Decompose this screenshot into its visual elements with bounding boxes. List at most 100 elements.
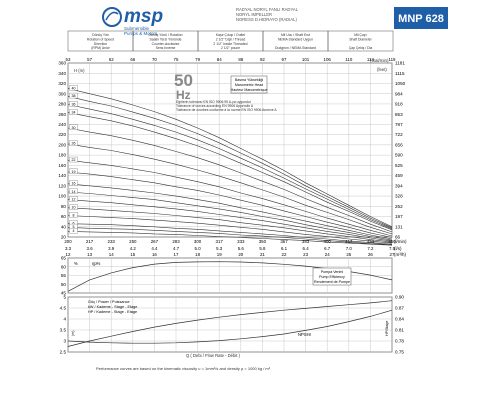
- head-ft-tick-label: 459: [395, 173, 403, 178]
- power-npsh-chart: 2.5 0.75 3 0.78 3.5 0.81 4 0.84 4.5 0.87 5 0.90 Güç…: [60, 295, 405, 358]
- eff-legend-box: [312, 267, 352, 286]
- spec-cell-text: Sens Inverse: [156, 46, 176, 50]
- head-ft-tick-label: 66: [395, 235, 401, 240]
- gpm-tick-label: 106: [324, 57, 332, 62]
- npsh-label: NPSHr: [298, 332, 312, 337]
- spec-cell-text: Dudgeon / NEMA Standard: [275, 46, 316, 50]
- eff-legend-line-3: Rendement de Pompe: [314, 280, 350, 284]
- head-ft-tick-label: 984: [395, 91, 403, 96]
- model-badge: [394, 7, 448, 29]
- power-hp-label: HP / Kademe - Stage - Etage: [88, 310, 137, 314]
- power-axes: 2.5 0.75 3 0.78 3.5 0.81 4 0.84 4.5 0.87 5 0.90: [60, 295, 405, 355]
- power-grid: [67, 296, 393, 353]
- spec-cell-text: Mil Çapı: [354, 33, 366, 37]
- header: msp Submersible Pumps & Motors RADYAL NO…: [67, 6, 448, 52]
- stage-label-box: [69, 168, 78, 174]
- head-ft-tick-label: 1115: [395, 71, 405, 76]
- m3h-tick-label: 18: [195, 252, 200, 257]
- m3h-tick-label: 24: [325, 252, 330, 257]
- lmin-tick-label: 417: [345, 239, 353, 244]
- head-ft-tick-label: 590: [395, 153, 403, 158]
- m3h-tick-label: 16: [152, 252, 157, 257]
- stage-label-box: [69, 156, 78, 163]
- head-curve-stages-40: [67, 88, 393, 228]
- head-ylabel: H (m): [74, 68, 85, 73]
- head-ft-tick-label: 328: [395, 194, 403, 199]
- m3h-tick-label: 23: [303, 252, 308, 257]
- head-y-tick-label: 300: [58, 91, 66, 96]
- head-y-tick-label: 260: [58, 112, 66, 117]
- stage-label-box: [69, 140, 78, 146]
- power-note: Güç / Power / Puissance: [88, 300, 130, 304]
- tolerance-line-1: Eğrilerin toleransı EN ISO 9906:99 A-ya …: [176, 100, 252, 104]
- stage-label-box: [69, 228, 78, 234]
- spec-cell-text: NEMA Standard Uygun: [278, 37, 313, 41]
- lmin-tick-label: 317: [216, 239, 224, 244]
- head-ft-tick-label: 394: [395, 183, 403, 188]
- gpm-tick-label: 84: [217, 57, 222, 62]
- ls-tick-label: 5.3: [216, 246, 223, 251]
- npsh-unit: (m): [71, 331, 75, 336]
- gpm-tick-label: 70: [152, 57, 157, 62]
- head-y-tick-label: 340: [58, 71, 66, 76]
- spec-cell-text: Dönüş Yönü / Rotation: [148, 33, 182, 37]
- logo-tagline-1: Submersible: [124, 26, 150, 31]
- gpm-tick-label: 57: [87, 57, 92, 62]
- m3h-tick-label: 17: [174, 252, 179, 257]
- header-title-line-2: NORYL IMPELLER: [236, 12, 272, 17]
- power-kw-label: kW / Kademe - Stage - Etage: [88, 305, 137, 309]
- frequency-unit: Hz: [176, 88, 191, 102]
- ls-tick-label: 4.7: [173, 246, 180, 251]
- logo-swoosh-icon: [105, 11, 119, 21]
- head-curve-stages-26: [67, 143, 393, 235]
- stage-label: 8: [73, 213, 75, 217]
- spec-cell-text: 2 1/2" Dişli / Thread: [216, 37, 246, 41]
- gpm-tick-label: 114: [367, 57, 375, 62]
- hp-unit: HP/Stage: [385, 321, 389, 336]
- head-ft-tick-label: 262: [395, 204, 403, 209]
- power-curves: [67, 300, 393, 347]
- lmin-unit: (l/min): [394, 239, 407, 244]
- tolerance-line-2: Tolerance of curves according EN 9906 Ap…: [176, 104, 254, 108]
- ls-tick-label: 3.3: [65, 246, 72, 251]
- m3h-tick-label: 21: [260, 252, 265, 257]
- spec-cell-text: 2 1/2" Inside Threaded: [213, 42, 247, 46]
- head-curve-stages-8: [67, 215, 393, 244]
- head-y-tick-label: 160: [58, 163, 66, 168]
- m3h-tick-label: 19: [217, 252, 222, 257]
- head-y-tick-label: 120: [58, 183, 66, 188]
- head-ft-tick-label: 525: [395, 163, 403, 168]
- spec-cell-text: Çap Çekiş / Dia: [349, 46, 373, 50]
- stage-label: 14: [72, 190, 76, 194]
- head-curve-stages-22: [67, 159, 393, 237]
- ls-tick-label: 4.4: [151, 246, 158, 251]
- head-curve-stages-16: [67, 183, 393, 240]
- head-curve-stages-6: [67, 223, 393, 245]
- head-curve-stages-36: [67, 104, 393, 230]
- gpm-tick-label: 92: [260, 57, 265, 62]
- lmin-tick-label: 367: [280, 239, 288, 244]
- spec-cell-text: Saatin Tersi Yönünde: [149, 37, 181, 41]
- logo-text: msp: [124, 6, 163, 27]
- head-legend-box: [230, 75, 268, 94]
- spec-cell-text: 2 1/2" pouce: [221, 46, 240, 50]
- stage-label-box: [69, 85, 78, 91]
- head-ft-tick-label: 853: [395, 112, 403, 117]
- stage-label: 5: [73, 225, 75, 229]
- header-title-line-1: RADYAL NORYL FANLI RADYAL: [236, 7, 299, 12]
- m3h-tick-label: 14: [109, 252, 114, 257]
- eff-legend-line-1: Pompa Verimi: [321, 270, 344, 274]
- head-curve-stages-38: [67, 96, 393, 229]
- head-y-tick-label: 360: [58, 61, 66, 66]
- lmin-tick-label: 450: [388, 239, 396, 244]
- ls-tick-label: 3.6: [87, 246, 94, 251]
- gpm-tick-label: 79: [195, 57, 200, 62]
- power-curve: [67, 300, 393, 347]
- ls-tick-label: 6.1: [281, 246, 288, 251]
- head-ft-tick-label: 1050: [395, 81, 406, 86]
- m3h-tick-label: 26: [368, 252, 373, 257]
- npsh-curve: [67, 309, 393, 344]
- gpm-tick-label: 88: [238, 57, 243, 62]
- eff-y-tick-label: 55: [61, 273, 67, 278]
